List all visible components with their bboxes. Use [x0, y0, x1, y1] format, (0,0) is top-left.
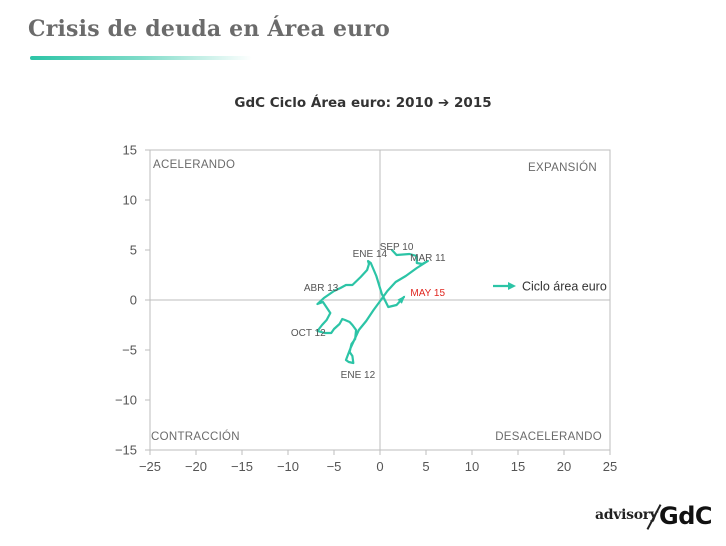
x-tick-label: −10	[277, 459, 299, 474]
title-underline	[30, 56, 252, 60]
series-end-arrow	[397, 295, 406, 304]
x-tick-label: 5	[422, 459, 429, 474]
point-annotation: MAY 15	[410, 288, 445, 299]
point-annotation: ENE 12	[341, 370, 376, 381]
quadrant-label: DESACELERANDO	[495, 431, 602, 443]
x-tick-label: 15	[511, 459, 525, 474]
x-tick-label: 0	[376, 459, 383, 474]
y-tick-label: −5	[122, 343, 137, 358]
quadrant-label: ACELERANDO	[153, 159, 235, 171]
point-annotation: SEP 10	[380, 242, 414, 253]
y-tick-label: 0	[130, 293, 137, 308]
y-tick-label: −10	[115, 393, 137, 408]
chart-title: GdC Ciclo Área euro: 2010 ➔ 2015	[234, 95, 492, 111]
point-annotation: OCT 12	[291, 328, 326, 339]
x-tick-label: −20	[185, 459, 207, 474]
point-annotation: MAR 11	[410, 253, 446, 264]
x-tick-label: −15	[231, 459, 253, 474]
brand-gdc-text: GdC	[659, 502, 713, 530]
x-tick-label: −5	[327, 459, 342, 474]
legend-label: Ciclo área euro	[522, 280, 607, 294]
x-tick-label: 20	[557, 459, 571, 474]
page-title: Crisis de deuda en Área euro	[28, 16, 391, 42]
quadrant-label: EXPANSIÓN	[528, 161, 597, 174]
y-tick-label: −15	[115, 443, 137, 458]
y-tick-label: 15	[123, 143, 137, 158]
series-line-ciclo	[316, 248, 429, 365]
quadrant-label: CONTRACCIÓN	[151, 430, 240, 443]
x-tick-label: 25	[603, 459, 617, 474]
y-tick-label: 5	[130, 243, 137, 258]
brand-advisory-text: advisory	[595, 507, 658, 523]
y-tick-label: 10	[123, 193, 137, 208]
legend-arrow	[508, 282, 516, 290]
point-annotation: ABR 13	[304, 283, 339, 294]
point-annotation: ENE 14	[353, 249, 388, 260]
x-tick-label: 10	[465, 459, 479, 474]
x-tick-label: −25	[139, 459, 161, 474]
